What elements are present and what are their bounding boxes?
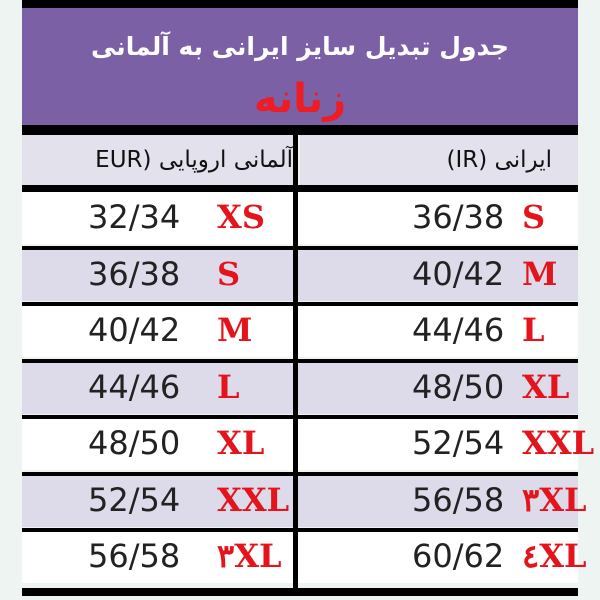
top-border: [22, 0, 578, 8]
iran-label: M: [522, 254, 558, 293]
row-divider: [22, 415, 578, 419]
german-size: 48/50: [88, 424, 181, 462]
column-header-iranian: ایرانی (IR): [446, 147, 552, 173]
header-divider: [22, 125, 578, 135]
table-title: جدول تبدیل سایز ایرانی به آلمانی: [91, 32, 509, 61]
iran-label: S: [522, 198, 546, 236]
iran-label: XXL: [522, 424, 595, 462]
german-label: S: [217, 254, 241, 293]
german-size: 32/34: [88, 198, 181, 236]
german-size: 56/58: [88, 537, 181, 575]
table-row: 40/42 M 44/46 L: [22, 305, 578, 357]
header-bottom-divider: [22, 185, 578, 192]
german-label: M: [217, 311, 253, 349]
row-divider: [22, 528, 578, 532]
iran-label: ٤XL: [522, 537, 587, 575]
table-subtitle: زنانه: [253, 76, 347, 122]
bottom-border: [22, 588, 578, 596]
iran-size: 56/58: [412, 480, 505, 519]
german-label: XXL: [217, 480, 290, 519]
iran-size: 48/50: [412, 367, 505, 406]
column-header-iranian-cell: ایرانی (IR): [300, 135, 578, 185]
german-size: 36/38: [88, 254, 181, 293]
german-size: 40/42: [88, 311, 181, 349]
table-row: 56/58 ۳XL 60/62 ٤XL: [22, 531, 587, 583]
column-header-german: آلمانی اروپایی (EUR: [22, 135, 293, 185]
german-label: XS: [217, 198, 265, 236]
table-row: 32/34 XS 36/38 S: [22, 192, 578, 244]
table-row: 44/46 L 48/50 XL: [22, 361, 578, 414]
iran-label: XL: [522, 367, 570, 406]
row-divider: [22, 245, 578, 250]
iran-size: 60/62: [412, 537, 505, 575]
row-divider: [22, 471, 578, 476]
title-band: جدول تبدیل سایز ایرانی به آلمانی زنانه: [22, 8, 578, 125]
iran-label: L: [522, 311, 545, 349]
iran-size: 44/46: [412, 311, 505, 349]
table-row: 48/50 XL 52/54 XXL: [22, 418, 594, 470]
iran-size: 52/54: [412, 424, 505, 462]
german-label: L: [217, 367, 240, 406]
german-size: 44/46: [88, 367, 181, 406]
german-label: XL: [217, 424, 265, 462]
size-conversion-table: جدول تبدیل سایز ایرانی به آلمانی زنانه آ…: [22, 0, 594, 596]
german-size: 52/54: [88, 480, 181, 519]
iran-label: ۳XL: [522, 480, 587, 519]
row-divider: [22, 302, 578, 306]
german-label: ۳XL: [217, 537, 282, 575]
column-divider: [293, 125, 298, 596]
row-divider: [22, 358, 578, 363]
table-row: 36/38 S 40/42 M: [22, 248, 578, 301]
table-row: 52/54 XXL 56/58 ۳XL: [22, 474, 587, 527]
iran-size: 36/38: [412, 198, 505, 236]
iran-size: 40/42: [412, 254, 505, 293]
